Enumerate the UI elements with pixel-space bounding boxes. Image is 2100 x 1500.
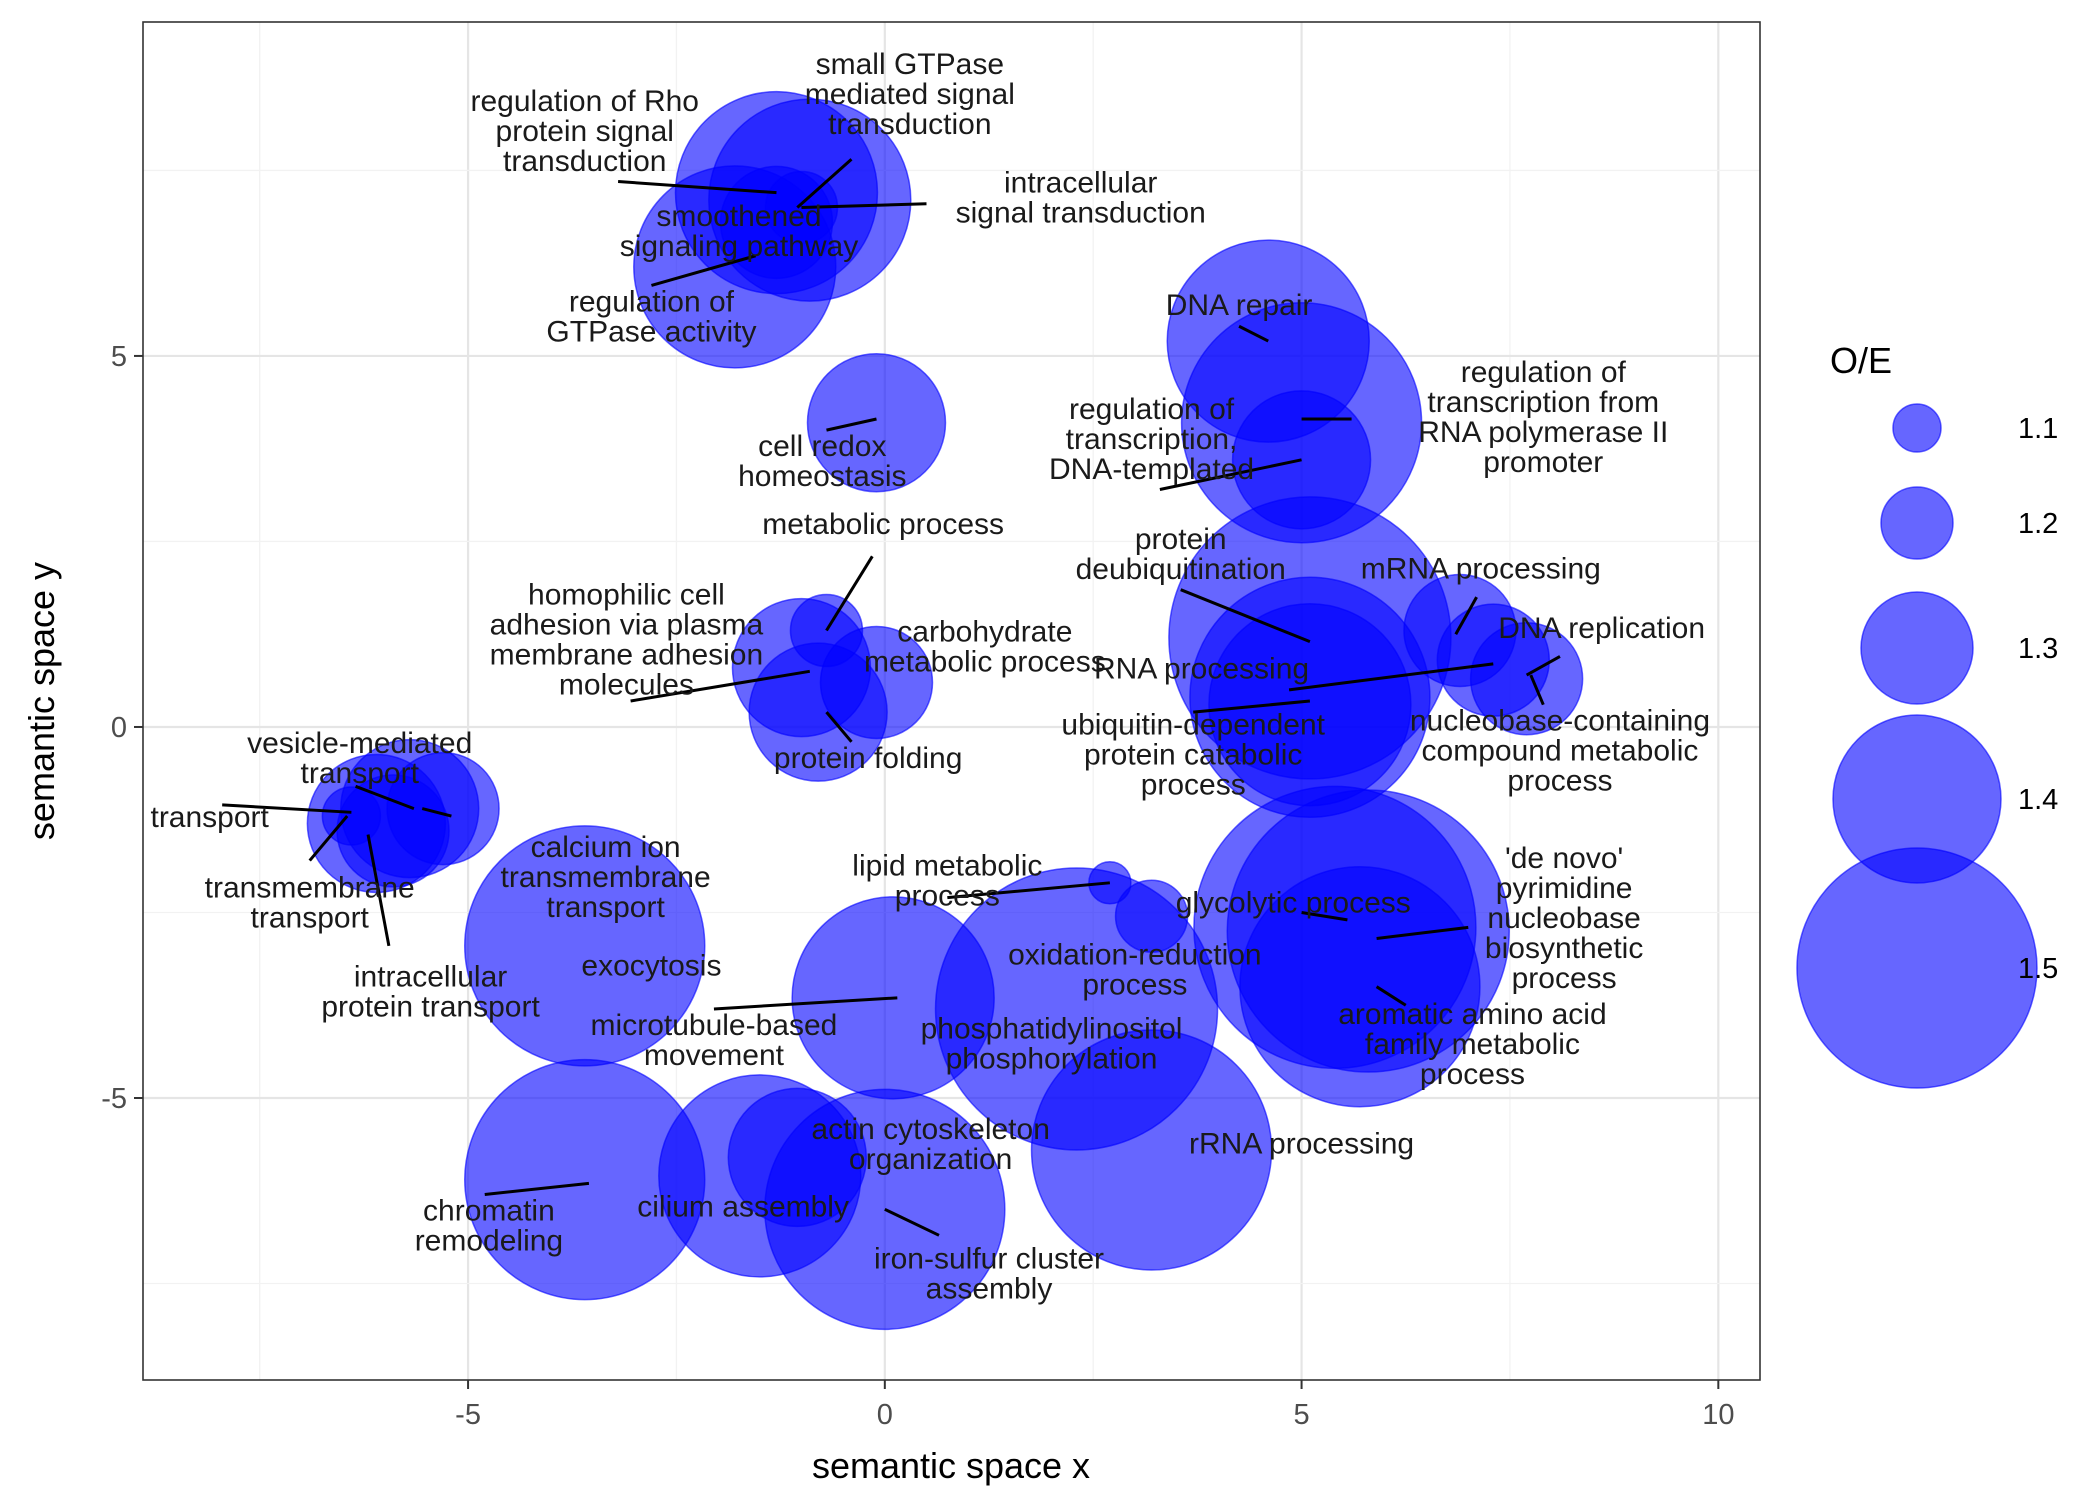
point-label: protein deubiquitination: [1076, 523, 1286, 586]
point-label: iron-sulfur cluster assembly: [874, 1243, 1104, 1306]
leader-line: [713, 996, 898, 1011]
point-label: regulation of GTPase activity: [546, 285, 756, 348]
leader-line: [1454, 596, 1478, 635]
point-label: metabolic process: [762, 508, 1004, 541]
leader-line: [1193, 699, 1311, 714]
leader-line: [826, 417, 877, 432]
point-label: homophilic cell adhesion via plasma membra…: [490, 579, 764, 702]
point-label: cilium assembly: [637, 1191, 849, 1224]
leader-line: [825, 555, 874, 632]
bubble-point: [1114, 879, 1189, 953]
point-label: small GTPase mediated signal transduction: [805, 48, 1015, 141]
bubble-point: [1469, 621, 1584, 736]
bubble-point: [1208, 602, 1412, 807]
x-tick-label: 10: [1702, 1399, 1734, 1431]
leader-line: [1159, 458, 1302, 491]
bubble-point: [727, 1087, 868, 1228]
leader-line: [1180, 588, 1311, 644]
legend-label: 1.3: [2018, 633, 2058, 665]
point-label: transport: [150, 801, 269, 834]
leader-line: [1375, 985, 1407, 1007]
point-label: phosphatidylinositol phosphorylation: [921, 1013, 1183, 1076]
y-tick-label: -5: [101, 1083, 127, 1115]
legend-key-bubble: [1880, 486, 1954, 560]
y-axis-title: semantic space y: [21, 562, 62, 840]
leader-line: [1376, 925, 1469, 940]
legend-key-bubble: [1860, 591, 1974, 705]
x-tick-label: 0: [877, 1399, 893, 1431]
legend-title: O/E: [1830, 340, 1892, 381]
point-label: regulation of transcription from RNA polym…: [1418, 356, 1668, 479]
axes: -5 0 5 10 -5 0 5: [101, 341, 1734, 1431]
legend-label: 1.4: [2018, 784, 2058, 816]
point-label: protein folding: [774, 742, 962, 775]
y-tick-label: 0: [111, 712, 127, 744]
x-axis-title: semantic space x: [812, 1445, 1090, 1486]
leader-line: [355, 784, 415, 811]
point-label: calcium ion transmembrane transport: [501, 831, 711, 924]
legend: O/E 1.1 1.2 1.3 1.4 1.5: [1796, 340, 2058, 1089]
leader-line: [421, 807, 452, 818]
legend-label: 1.5: [2018, 953, 2058, 985]
plot-panel-border: [142, 21, 1761, 1381]
point-label: regulation of Rho protein signal transduct…: [471, 85, 700, 178]
point-label: intracellular protein transport: [321, 961, 540, 1024]
point-label: 'de novo' pyrimidine nucleobase biosyntheti…: [1485, 842, 1643, 995]
leader-line: [825, 711, 853, 743]
legend-label: 1.2: [2018, 508, 2058, 540]
leader-line: [947, 881, 1111, 900]
point-label: nucleobase-containing compound metabolic p…: [1410, 705, 1710, 798]
point-label: vesicle-mediated transport: [247, 727, 472, 790]
leader-line: [1238, 324, 1269, 343]
point-label: microtubule-based movement: [591, 1009, 838, 1072]
leader-line: [1288, 662, 1494, 692]
point-label: glycolytic process: [1176, 886, 1411, 919]
x-tick-label: -5: [455, 1399, 481, 1431]
point-label: transmembrane transport: [205, 872, 415, 935]
point-label: actin cytoskeleton organization: [811, 1113, 1049, 1176]
bubble-point: [806, 352, 947, 493]
point-label: RNA processing: [1094, 653, 1309, 686]
leader-line: [1301, 911, 1348, 922]
leader-line: [308, 815, 349, 862]
leader-line: [884, 1207, 940, 1237]
point-label: intracellular signal transduction: [956, 167, 1206, 230]
label-leader-lines: [222, 158, 1561, 1237]
point-label: DNA repair: [1166, 289, 1313, 322]
point-label: carbohydrate metabolic process: [864, 616, 1106, 679]
leader-line: [484, 1181, 590, 1196]
point-label: rRNA processing: [1189, 1128, 1414, 1161]
leader-line: [1525, 655, 1561, 677]
point-label: regulation of transcription, DNA-templated: [1049, 393, 1254, 486]
point-label: exocytosis: [581, 950, 721, 983]
leader-line: [617, 180, 777, 195]
point-label: oxidation-reduction process: [1008, 938, 1262, 1001]
point-label: aromatic amino acid family metabolic proce…: [1338, 998, 1606, 1091]
y-tick-label: 5: [111, 341, 127, 373]
x-tick-label: 5: [1294, 1399, 1310, 1431]
bubble-point: [1030, 1029, 1273, 1271]
point-label: lipid metabolic process: [852, 849, 1042, 912]
bubble-point: [386, 751, 500, 866]
legend-label: 1.1: [2018, 413, 2058, 445]
point-labels: regulation of Rho protein signal transduct…: [150, 48, 1710, 1306]
point-label: smoothened signaling pathway: [620, 200, 859, 263]
leader-line: [651, 254, 757, 287]
point-label: DNA replication: [1498, 612, 1705, 645]
point-label: mRNA processing: [1361, 553, 1601, 586]
leader-line: [801, 202, 927, 210]
bubble-point: [1239, 865, 1481, 1108]
leader-line: [1529, 674, 1545, 706]
point-label: cell redox homeostasis: [738, 430, 906, 493]
legend-key-bubble: [1892, 403, 1942, 453]
leader-line: [630, 669, 811, 703]
leader-line: [366, 834, 391, 947]
legend-key-bubble: [1796, 847, 2038, 1089]
point-label: ubiquitin-dependent protein catabolic proc…: [1061, 708, 1325, 801]
point-label: chromatin remodeling: [415, 1194, 563, 1257]
leader-line: [222, 803, 352, 814]
leader-line: [796, 158, 853, 209]
